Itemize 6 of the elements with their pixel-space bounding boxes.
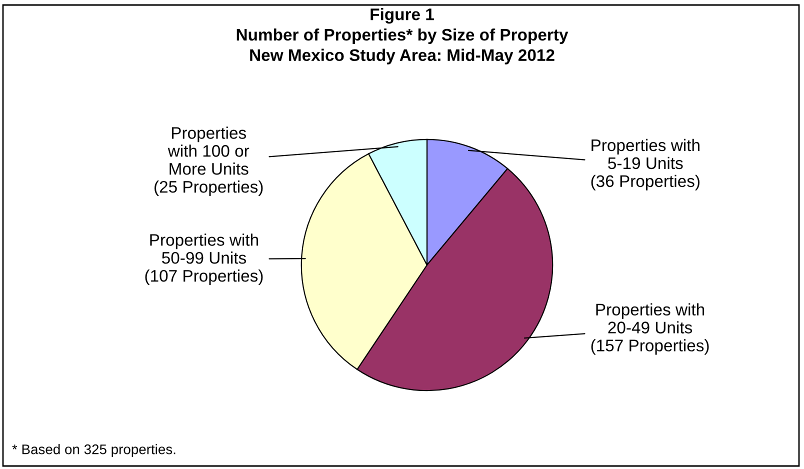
slice-label: Properties with 5-19 Units (36 Properties) xyxy=(591,138,700,190)
text: * Based on 325 properties. xyxy=(12,444,176,457)
chart-title: Figure 1 Number of Properties* by Size of Property New Mexico Study Area: Mid-May 2012 xyxy=(236,8,568,64)
slice-label: Properties with 100 or More Units (25 Properties) xyxy=(154,126,263,196)
slice-label: Properties with 20-49 Units (157 Properties) xyxy=(591,303,709,355)
slice-label: Properties with 50-99 Units (107 Properties) xyxy=(145,234,263,286)
